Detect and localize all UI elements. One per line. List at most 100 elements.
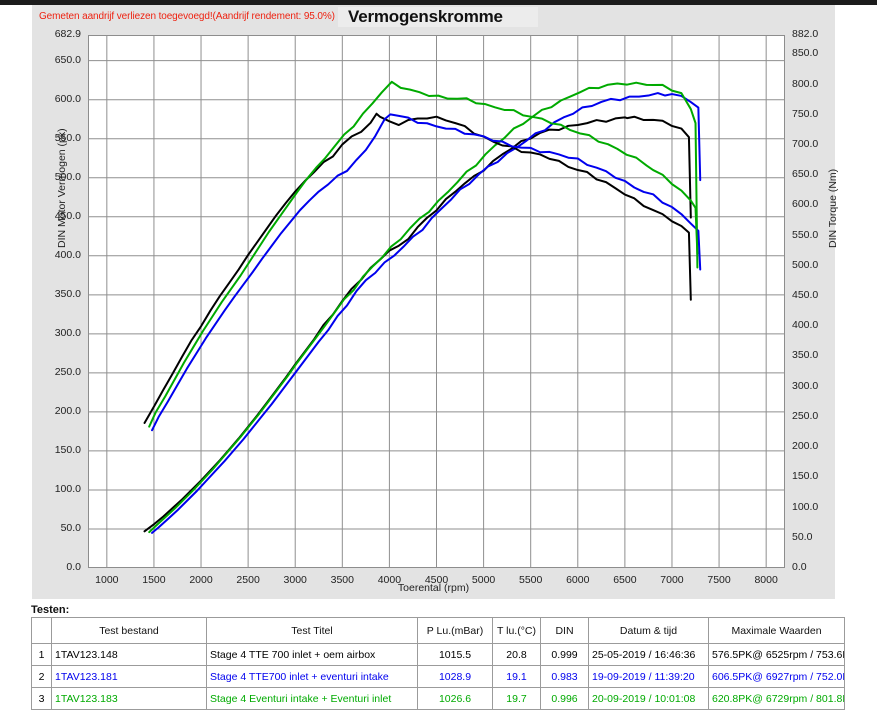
row-test-title[interactable]: Stage 4 TTE700 inlet + eventuri intake — [206, 665, 418, 688]
row-datetime: 20-09-2019 / 10:01:08 — [588, 687, 709, 710]
axis-tick-label: 600.0 — [54, 92, 81, 105]
row-index: 3 — [31, 687, 52, 710]
axis-tick-label: 500.0 — [792, 258, 819, 271]
axis-tick-label: 1500 — [142, 574, 166, 586]
axis-tick-label: 500.0 — [54, 170, 81, 183]
axis-tick-label: 100.0 — [54, 482, 81, 495]
axis-tick-label: 400.0 — [792, 319, 819, 332]
axis-tick-label: 300.0 — [54, 326, 81, 339]
row-max-values: 606.5PK@ 6927rpm / 752.0Nm@ 4010rpm — [708, 665, 845, 688]
tests-table-header-row: Test bestand Test Titel P Lu.(mBar) T lu… — [31, 617, 845, 644]
axis-tick-label: 550.0 — [54, 131, 81, 144]
table-row[interactable]: 2 1TAV123.181 Stage 4 TTE700 inlet + eve… — [31, 665, 845, 688]
axis-tick-label: 150.0 — [792, 470, 819, 483]
row-p-lu: 1015.5 — [417, 643, 493, 666]
axis-tick-label: 150.0 — [54, 443, 81, 456]
table-row[interactable]: 3 1TAV123.183 Stage 4 Eventuri intake + … — [31, 687, 845, 710]
row-test-file[interactable]: 1TAV123.181 — [51, 665, 207, 688]
axis-tick-label: 600.0 — [792, 198, 819, 211]
row-p-lu: 1028.9 — [417, 665, 493, 688]
axis-tick-label: 2000 — [189, 574, 213, 586]
axis-tick-label: 6000 — [566, 574, 590, 586]
axis-tick-label: 0.0 — [66, 561, 81, 573]
row-index: 2 — [31, 665, 52, 688]
tests-section-label: Testen: — [31, 604, 70, 616]
drivetrain-loss-warning: Gemeten aandrijf verliezen toegevoegd!(A… — [39, 11, 335, 22]
window-top-bar — [0, 0, 877, 5]
col-din: DIN — [540, 617, 589, 644]
axis-tick-label: 700.0 — [792, 137, 819, 150]
axis-tick-label: 350.0 — [54, 287, 81, 300]
row-datetime: 25-05-2019 / 16:46:36 — [588, 643, 709, 666]
axis-tick-label: 550.0 — [792, 228, 819, 241]
row-din: 0.996 — [540, 687, 589, 710]
row-max-values: 576.5PK@ 6525rpm / 753.6Nm@ 3863rpm — [708, 643, 845, 666]
col-t-lu: T lu.(°C) — [492, 617, 541, 644]
title-highlight — [338, 7, 538, 27]
row-t-lu: 19.1 — [492, 665, 541, 688]
grid-layer — [88, 35, 785, 568]
col-maximale-waarden: Maximale Waarden — [708, 617, 845, 644]
axis-tick-label: 3500 — [330, 574, 354, 586]
y-axis-right-label: DIN Torque (Nm) — [827, 168, 839, 248]
tests-table: Test bestand Test Titel P Lu.(mBar) T lu… — [31, 617, 845, 710]
axis-tick-label: 882.0 — [792, 28, 819, 40]
row-t-lu: 19.7 — [492, 687, 541, 710]
axis-tick-label: 2500 — [236, 574, 260, 586]
col-datum-tijd: Datum & tijd — [588, 617, 709, 644]
row-test-title[interactable]: Stage 4 Eventuri intake + Eventuri inlet — [206, 687, 418, 710]
axis-tick-label: 100.0 — [792, 500, 819, 513]
row-t-lu: 20.8 — [492, 643, 541, 666]
axis-tick-label: 250.0 — [792, 409, 819, 422]
row-max-values: 620.8PK@ 6729rpm / 801.8Nm@ 4025rpm — [708, 687, 845, 710]
row-din: 0.983 — [540, 665, 589, 688]
axis-tick-label: 6500 — [613, 574, 637, 586]
axis-tick-label: 800.0 — [792, 77, 819, 90]
tests-table-wrap: Test bestand Test Titel P Lu.(mBar) T lu… — [31, 617, 845, 710]
row-test-title[interactable]: Stage 4 TTE 700 inlet + oem airbox — [206, 643, 418, 666]
axis-tick-label: 200.0 — [792, 440, 819, 453]
axis-tick-label: 350.0 — [792, 349, 819, 362]
axis-tick-label: 50.0 — [60, 521, 81, 534]
axis-tick-label: 250.0 — [54, 365, 81, 378]
row-din: 0.999 — [540, 643, 589, 666]
axis-tick-label: 450.0 — [54, 209, 81, 222]
row-datetime: 19-09-2019 / 11:39:20 — [588, 665, 709, 688]
axis-tick-label: 4000 — [377, 574, 402, 586]
x-axis-label: Toerental (rpm) — [397, 582, 470, 594]
y-axis-left-label: DIN Motor Vermogen (pk) — [56, 128, 68, 248]
chart-title: Vermogenskromme — [348, 7, 503, 26]
row-test-file[interactable]: 1TAV123.148 — [51, 643, 207, 666]
axis-tick-label: 450.0 — [792, 289, 819, 302]
axis-tick-label: 750.0 — [792, 107, 819, 120]
axis-tick-label: 650.0 — [54, 53, 81, 66]
axis-tick-label: 4500 — [424, 574, 449, 586]
axis-tick-label: 7000 — [660, 574, 684, 586]
axis-tick-label: 650.0 — [792, 168, 819, 181]
col-index — [31, 617, 52, 644]
axis-tick-label: 8000 — [754, 574, 778, 586]
axis-tick-label: 850.0 — [792, 47, 819, 60]
axis-tick-label: 400.0 — [54, 248, 81, 261]
chart-panel: Gemeten aandrijf verliezen toegevoegd!(A… — [32, 5, 839, 599]
axis-tick-label: 5500 — [519, 574, 543, 586]
power-torque-plot — [88, 35, 785, 568]
axis-tick-label: 3000 — [283, 574, 307, 586]
col-p-lu: P Lu.(mBar) — [417, 617, 493, 644]
col-test-bestand: Test bestand — [51, 617, 207, 644]
row-p-lu: 1026.6 — [417, 687, 493, 710]
axis-tick-label: 5000 — [471, 574, 496, 586]
axis-tick-label: 300.0 — [792, 379, 819, 392]
table-row[interactable]: 1 1TAV123.148 Stage 4 TTE 700 inlet + oe… — [31, 643, 845, 666]
row-test-file[interactable]: 1TAV123.183 — [51, 687, 207, 710]
curves-layer — [143, 80, 702, 534]
axis-tick-label: 50.0 — [792, 530, 813, 543]
axis-tick-label: 1000 — [95, 574, 119, 586]
axis-tick-label: 7500 — [707, 574, 731, 586]
axis-tick-label: 682.9 — [54, 28, 81, 40]
axis-tick-label: 0.0 — [792, 561, 807, 573]
axis-tick-label: 200.0 — [54, 404, 81, 417]
row-index: 1 — [31, 643, 52, 666]
col-test-titel: Test Titel — [206, 617, 418, 644]
